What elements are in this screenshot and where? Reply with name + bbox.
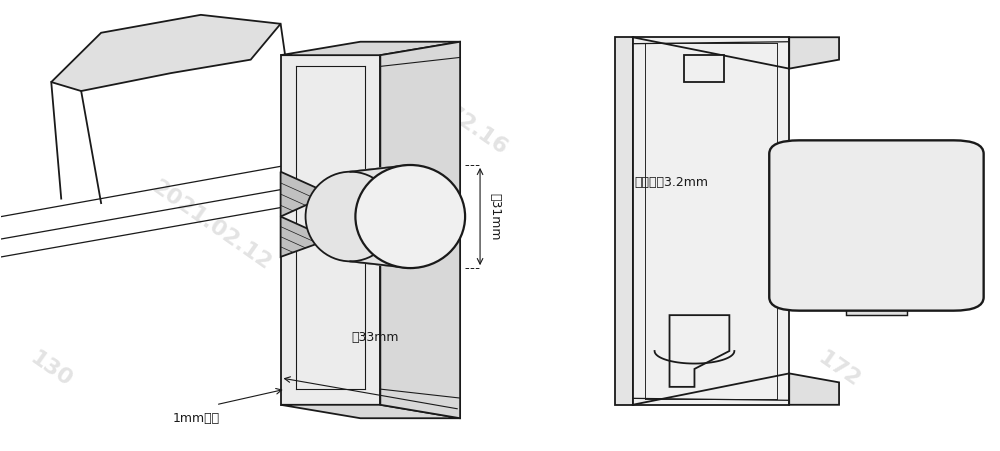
- Bar: [846, 304, 907, 315]
- Ellipse shape: [306, 172, 395, 262]
- Text: 172.16: 172.16: [429, 94, 511, 160]
- Polygon shape: [615, 37, 633, 405]
- Polygon shape: [789, 373, 839, 405]
- FancyBboxPatch shape: [769, 140, 984, 311]
- Polygon shape: [789, 37, 839, 69]
- Polygon shape: [281, 42, 460, 55]
- Polygon shape: [281, 172, 330, 216]
- Text: 匶33mm: 匶33mm: [352, 331, 399, 344]
- Ellipse shape: [355, 165, 465, 268]
- Text: 误差余量3.2mm: 误差余量3.2mm: [635, 176, 709, 189]
- Polygon shape: [281, 216, 330, 257]
- Text: 1mm间隙: 1mm间隙: [172, 412, 219, 425]
- Polygon shape: [350, 165, 410, 268]
- Polygon shape: [633, 37, 789, 405]
- Polygon shape: [380, 42, 460, 418]
- Text: 130: 130: [26, 347, 76, 391]
- Polygon shape: [51, 15, 281, 91]
- Text: 172: 172: [814, 347, 864, 391]
- Polygon shape: [670, 315, 729, 387]
- Polygon shape: [281, 405, 460, 418]
- Polygon shape: [281, 55, 380, 405]
- Text: 2021.02.12: 2021.02.12: [148, 177, 274, 274]
- Polygon shape: [684, 55, 724, 82]
- Text: 弲31mm: 弲31mm: [489, 193, 502, 240]
